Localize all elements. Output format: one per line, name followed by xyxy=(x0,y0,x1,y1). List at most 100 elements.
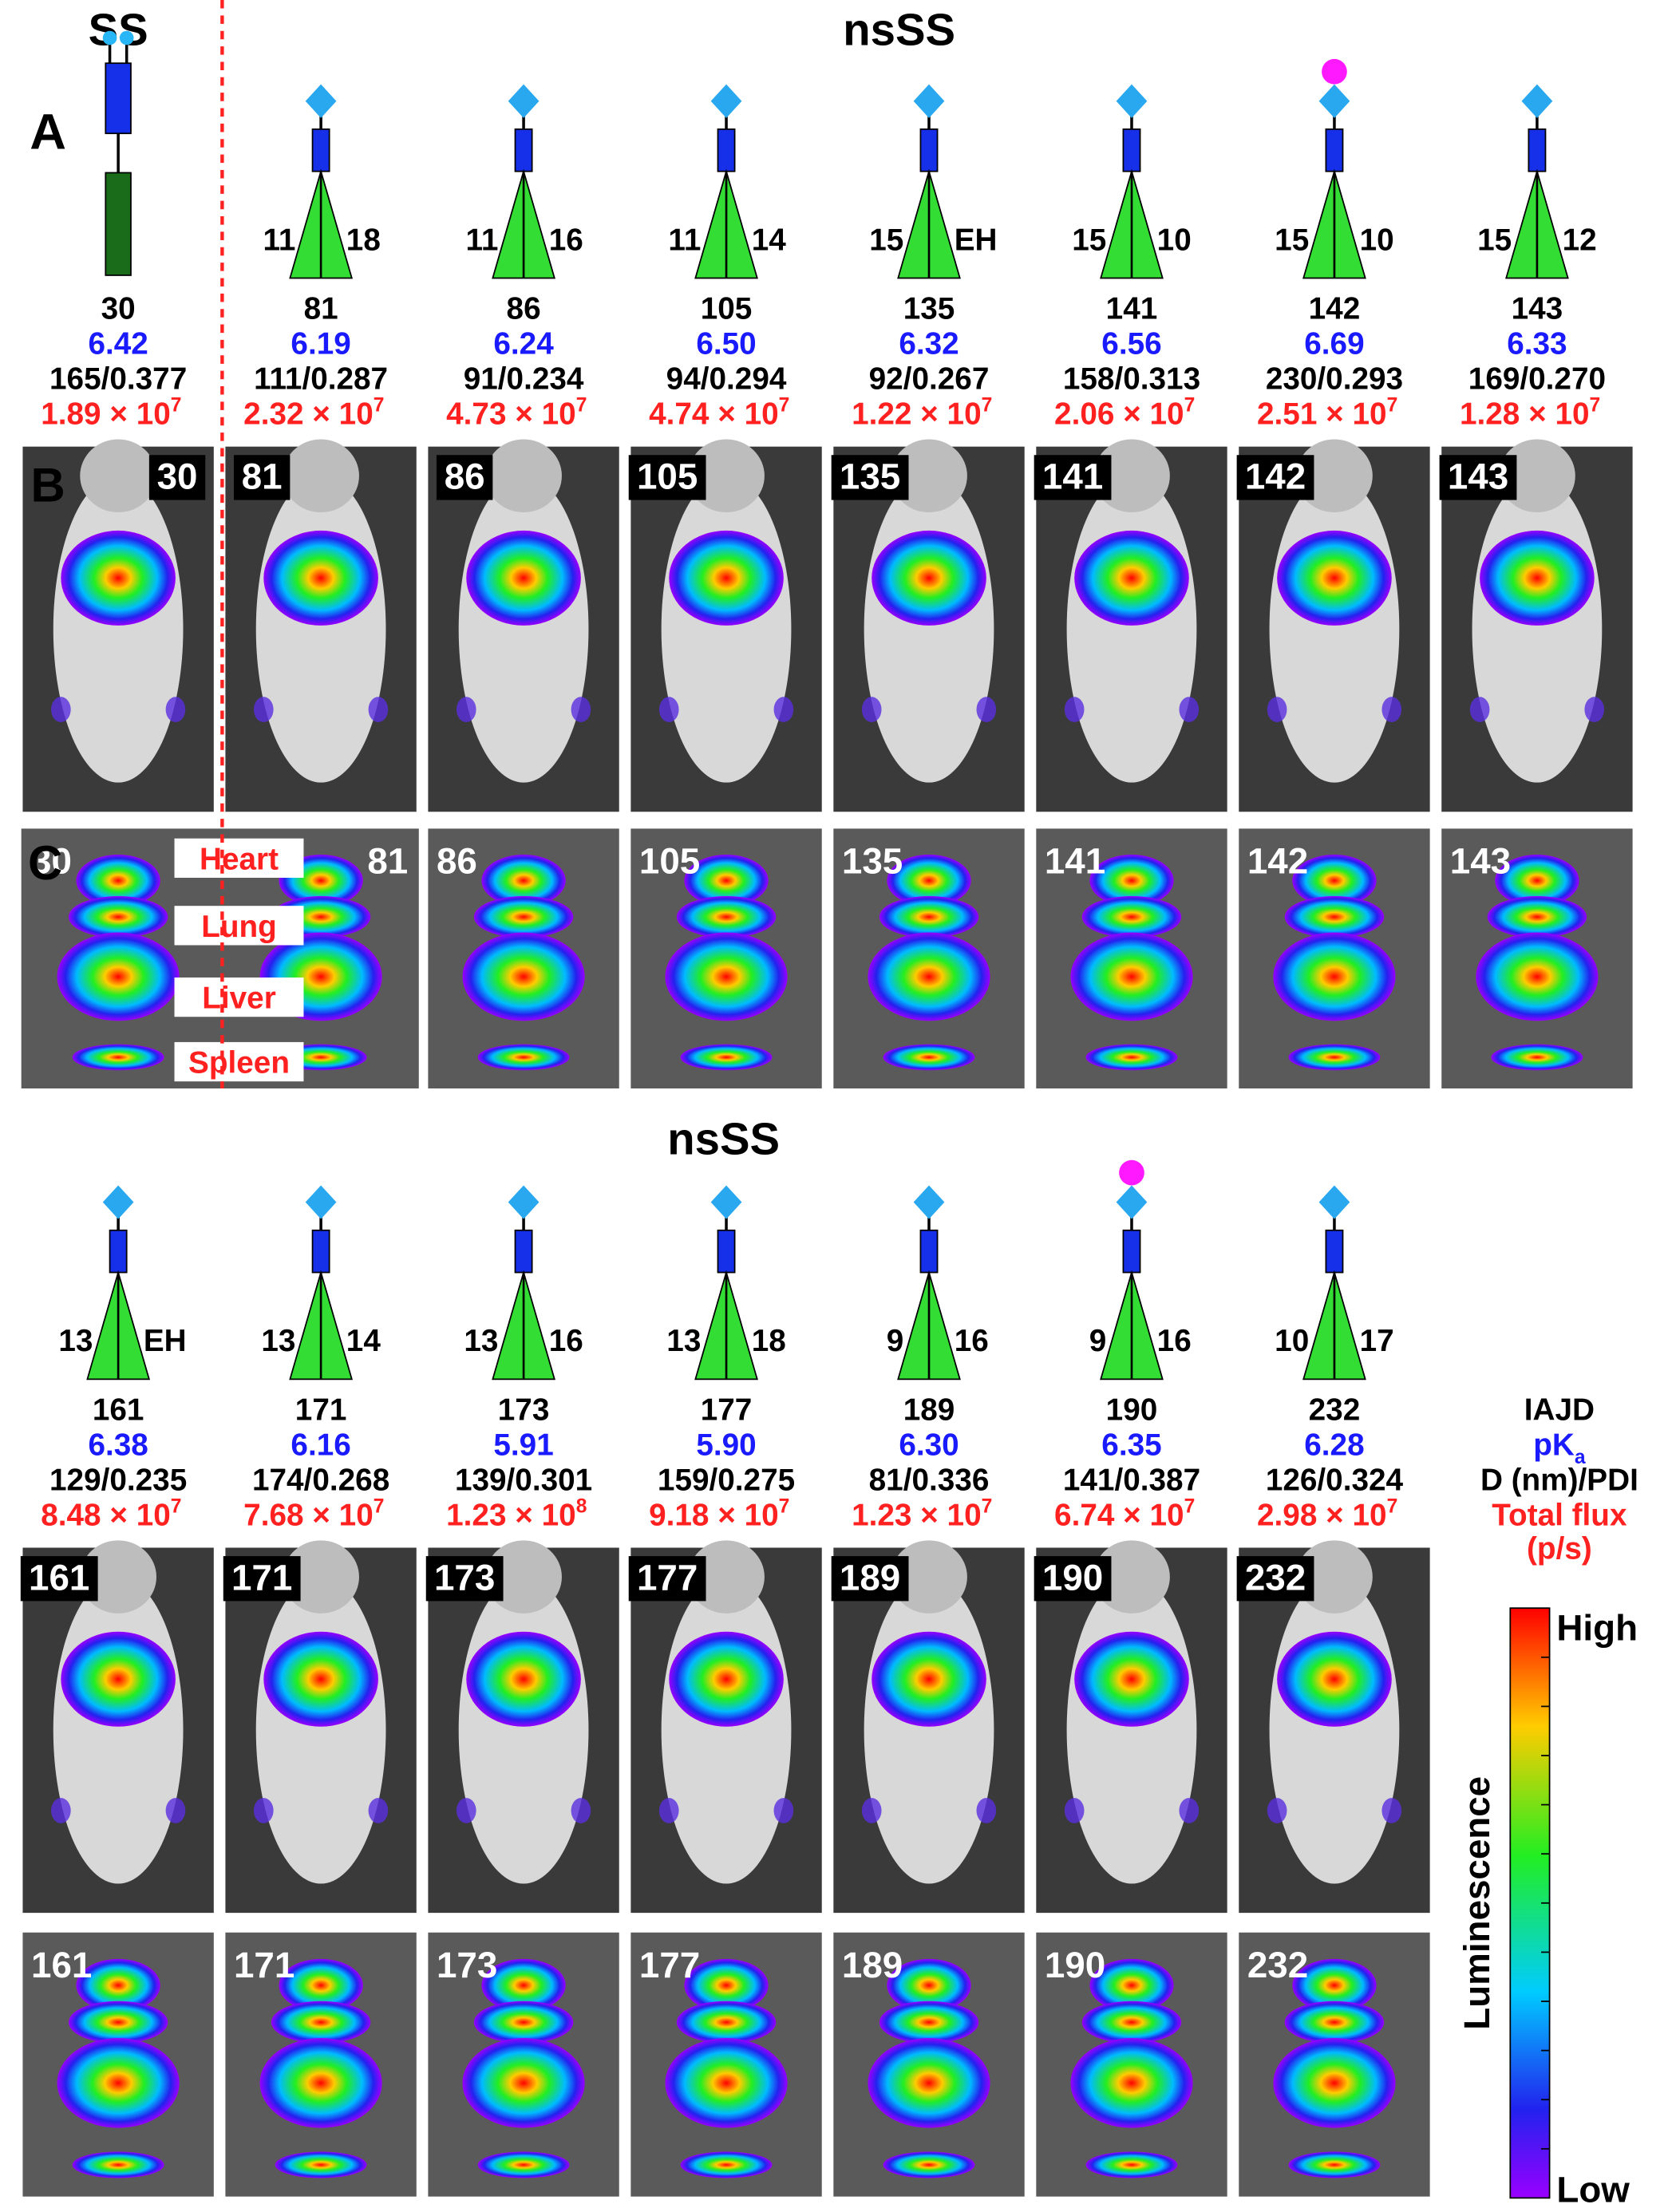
image-label: 141 xyxy=(1045,841,1105,882)
linker xyxy=(1528,128,1547,172)
flux-mantissa: 6.74 × 10 xyxy=(1054,1498,1184,1532)
label-box xyxy=(1236,1556,1314,1602)
label-box xyxy=(1034,1556,1112,1602)
liver xyxy=(1273,932,1396,1021)
label-box xyxy=(1439,455,1517,500)
mouse-body xyxy=(864,1577,994,1884)
signal xyxy=(61,530,176,626)
image-label: 173 xyxy=(437,1945,497,1985)
iajd: 30 xyxy=(101,292,136,326)
spleen xyxy=(883,1044,975,1071)
mouse-head xyxy=(485,1540,562,1614)
pka: 6.24 xyxy=(493,327,554,361)
signal xyxy=(571,697,591,722)
flux-mantissa: 7.68 × 10 xyxy=(243,1498,374,1532)
lung xyxy=(271,2001,371,2044)
organ-label: Heart xyxy=(200,842,279,876)
signal xyxy=(466,530,581,626)
iajd: 135 xyxy=(903,292,955,326)
legend-pka: pKa xyxy=(1533,1428,1586,1468)
panel-label: A xyxy=(30,105,66,160)
signal xyxy=(773,697,794,722)
flux-mantissa: 1.28 × 10 xyxy=(1460,397,1590,432)
total-flux: 4.74 × 107 xyxy=(649,395,789,432)
image-label: 177 xyxy=(637,1557,698,1598)
linker xyxy=(1122,1229,1141,1274)
pka: 6.33 xyxy=(1507,327,1567,361)
label-box xyxy=(831,455,909,500)
head xyxy=(710,84,742,118)
image-label: 189 xyxy=(842,1945,903,1985)
tail-left: 11 xyxy=(465,223,498,257)
signal xyxy=(1179,697,1200,722)
signal xyxy=(263,530,378,626)
label-box xyxy=(628,455,706,500)
organ-label: Lung xyxy=(201,910,277,944)
mouse-head xyxy=(283,439,359,513)
spleen xyxy=(1288,2151,1381,2178)
mouse-body xyxy=(1269,1577,1400,1884)
heart xyxy=(76,854,160,907)
iajd: 142 xyxy=(1309,292,1361,326)
image-label: 232 xyxy=(1247,1945,1308,1985)
head xyxy=(1318,84,1350,118)
linker xyxy=(1122,128,1141,172)
colorbar-title: Luminescence xyxy=(1457,1776,1497,2030)
tail-left: 13 xyxy=(58,1324,93,1358)
size-pdi: 141/0.387 xyxy=(1063,1463,1200,1497)
signal xyxy=(861,697,882,722)
cap xyxy=(1322,58,1347,85)
mouse-body xyxy=(255,476,386,783)
group-label: nsSS xyxy=(843,4,955,54)
spleen xyxy=(883,2151,975,2178)
lung xyxy=(1284,2001,1385,2044)
linker xyxy=(1325,1229,1344,1274)
flux-exponent: 8 xyxy=(576,1496,587,1518)
label-box xyxy=(20,1556,98,1602)
signal xyxy=(1584,697,1605,722)
legend-iajd: IAJD xyxy=(1524,1392,1595,1427)
image-label: 143 xyxy=(1450,841,1511,882)
heart xyxy=(481,854,566,907)
iajd: 81 xyxy=(304,292,338,326)
size-pdi: 158/0.313 xyxy=(1063,362,1200,397)
mouse-head xyxy=(688,1540,765,1614)
lung xyxy=(473,2001,574,2044)
pka: 6.35 xyxy=(1101,1428,1161,1462)
total-flux: 1.89 × 107 xyxy=(41,395,181,432)
mouse-body xyxy=(1066,476,1197,783)
spleen xyxy=(1288,1044,1381,1071)
heart xyxy=(279,1958,363,2013)
pka: 6.30 xyxy=(899,1428,959,1462)
lung xyxy=(1081,896,1182,938)
linker xyxy=(514,128,533,172)
label-box xyxy=(1034,455,1112,500)
mouse-body xyxy=(864,476,994,783)
liver xyxy=(57,2038,180,2128)
image-label: 105 xyxy=(637,456,698,496)
label-box xyxy=(628,1556,706,1602)
mouse-body xyxy=(661,1577,792,1884)
linker xyxy=(919,1229,939,1274)
legend-size: D (nm)/PDI xyxy=(1480,1463,1638,1497)
total-flux: 1.22 × 107 xyxy=(852,395,992,432)
tail-left: 15 xyxy=(1477,223,1512,257)
liver xyxy=(462,2038,585,2128)
spleen xyxy=(275,2151,367,2178)
iajd: 190 xyxy=(1106,1392,1158,1427)
head xyxy=(913,84,945,118)
total-flux: 2.32 × 107 xyxy=(243,395,384,432)
flux-exponent: 7 xyxy=(1184,1496,1196,1518)
liver xyxy=(462,932,585,1021)
head xyxy=(305,1185,337,1219)
flux-exponent: 7 xyxy=(1184,395,1196,417)
size-pdi: 139/0.301 xyxy=(455,1463,592,1497)
signal xyxy=(368,1798,389,1823)
image-label: 142 xyxy=(1247,841,1308,882)
mouse-body xyxy=(458,476,589,783)
flux-exponent: 7 xyxy=(982,395,993,417)
spleen xyxy=(680,2151,773,2178)
tail-left: 9 xyxy=(887,1324,904,1358)
signal xyxy=(368,697,389,722)
total-flux: 2.51 × 107 xyxy=(1257,395,1397,432)
